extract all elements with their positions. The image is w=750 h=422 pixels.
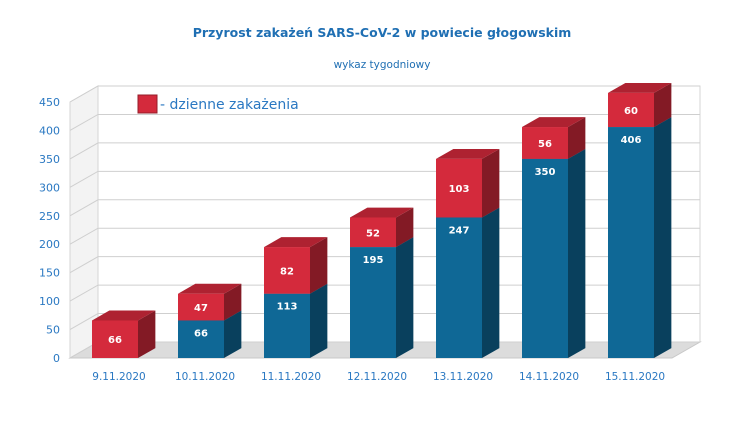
bar-daily [436, 148, 500, 218]
legend: - dzienne zakażenia [137, 94, 299, 114]
y-tick-label: 400 [39, 124, 60, 137]
y-tick-label: 150 [39, 267, 60, 280]
data-label: 56 [538, 139, 552, 150]
bar-daily-top [92, 310, 156, 321]
data-label: 113 [277, 302, 298, 313]
x-axis-category-labels: 9.11.2020 10.11.2020 11.11.2020 12.11.2020 1… [92, 371, 665, 383]
y-tick-label: 200 [39, 238, 60, 251]
bar-cumulative-side [568, 148, 586, 358]
bar-daily-side [396, 207, 414, 248]
chart-subtitle: wykaz tygodniowy [334, 59, 431, 71]
data-label: 247 [449, 225, 470, 236]
category-label: 9.11.2020 [92, 371, 145, 383]
legend-label-dzienne: - dzienne zakażenia [160, 97, 299, 113]
bar-cumulative [264, 283, 328, 358]
y-tick-label: 350 [39, 153, 60, 166]
chart-title: Przyrost zakażeń SARS-CoV-2 w powiecie g… [193, 25, 572, 40]
bar-daily-side [138, 310, 156, 358]
gridline [69, 113, 700, 131]
category-label: 12.11.2020 [347, 371, 407, 383]
y-tick-label: 0 [53, 352, 60, 365]
bar-daily-top [350, 207, 414, 218]
bar-cumulative-side [224, 310, 242, 358]
bar-daily-side [224, 283, 242, 321]
bar-daily-top [264, 237, 328, 248]
data-label: 66 [108, 335, 122, 346]
data-label: 406 [621, 135, 642, 146]
category-label: 13.11.2020 [433, 371, 493, 383]
data-label: 350 [535, 167, 556, 178]
y-tick-label: 250 [39, 210, 60, 223]
data-label: 60 [624, 106, 638, 117]
category-label: 14.11.2020 [519, 371, 579, 383]
bar-daily [350, 207, 414, 248]
bar-daily-side [482, 148, 500, 218]
bar-daily [92, 310, 156, 358]
y-tick-label: 450 [39, 96, 60, 109]
y-tick-label: 50 [46, 324, 60, 337]
bar-cumulative-front [264, 293, 310, 358]
data-label: 52 [366, 228, 380, 239]
bar-cumulative-side [310, 283, 328, 358]
category-label: 11.11.2020 [261, 371, 321, 383]
bar-cumulative-front [608, 127, 654, 358]
bar-daily-side [568, 117, 586, 159]
bar-daily-top [608, 82, 672, 93]
data-label: 66 [194, 328, 208, 339]
category-label: 10.11.2020 [175, 371, 235, 383]
bar-daily [608, 82, 672, 128]
bars: 66 66 47 113 82 195 52 247 103 350 56 406 60 [92, 82, 672, 358]
bar-cumulative [522, 148, 586, 358]
bar-cumulative-front [350, 247, 396, 358]
bar-daily [178, 283, 242, 321]
bar-daily-front [522, 127, 568, 159]
bar-daily-side [310, 237, 328, 294]
bar-daily-side [654, 82, 672, 128]
plot-side-wall [69, 85, 99, 359]
y-tick-label: 100 [39, 295, 60, 308]
y-tick-label: 300 [39, 181, 60, 194]
bar-cumulative [350, 237, 414, 358]
gridline [69, 142, 700, 160]
bar-cumulative-front [178, 320, 224, 358]
legend-swatch-dzienne [137, 94, 158, 114]
y-axis-tick-labels: 0 50 100 150 200 250 300 350 400 450 [39, 96, 60, 365]
data-label: 195 [363, 255, 384, 266]
bar-cumulative [436, 207, 500, 358]
gridline [69, 85, 700, 103]
bar-cumulative-front [436, 217, 482, 358]
bar-cumulative-side [482, 207, 500, 358]
data-label: 103 [449, 184, 470, 195]
bar-daily [522, 117, 586, 159]
bar-daily-front [92, 320, 138, 358]
bar-cumulative-side [654, 117, 672, 358]
bar-cumulative-side [396, 237, 414, 358]
bar-daily [264, 237, 328, 294]
bar-cumulative-front [522, 158, 568, 358]
bar-daily-front [264, 247, 310, 294]
bar-daily-front [178, 293, 224, 321]
bar-daily-front [350, 217, 396, 248]
bar-daily-top [178, 283, 242, 294]
bar-daily-front [608, 92, 654, 128]
data-label: 82 [280, 266, 294, 277]
category-label: 15.11.2020 [605, 371, 665, 383]
bar-daily-front [436, 158, 482, 218]
bar-daily-top [436, 148, 500, 159]
bar-daily-top [522, 117, 586, 128]
data-label: 47 [194, 303, 208, 314]
bar-cumulative [608, 117, 672, 358]
